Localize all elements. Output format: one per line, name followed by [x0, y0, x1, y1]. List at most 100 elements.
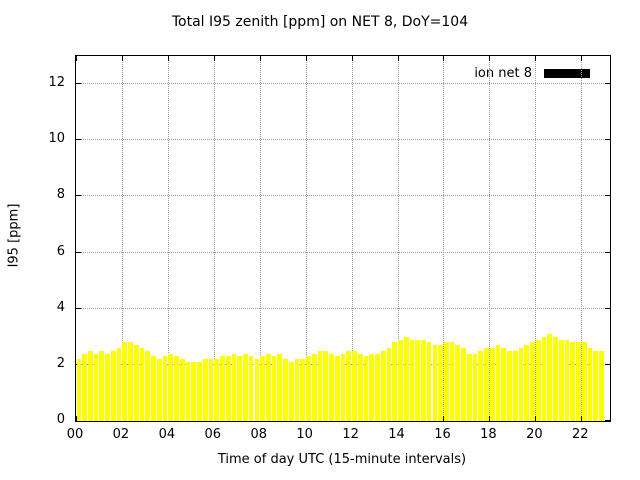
bar — [76, 359, 82, 421]
bar — [432, 345, 438, 421]
horizontal-gridline — [76, 307, 610, 309]
bar — [185, 362, 191, 421]
vertical-gridline — [213, 56, 215, 421]
y-tick-mark — [605, 363, 610, 365]
bar — [317, 350, 323, 421]
x-tick-mark — [397, 56, 399, 61]
vertical-gridline — [167, 56, 169, 421]
bar — [357, 353, 363, 421]
vertical-gridline — [581, 56, 583, 421]
bar — [484, 348, 489, 421]
bar — [110, 350, 116, 421]
bar — [329, 353, 334, 421]
bar — [375, 353, 380, 421]
bar — [271, 356, 277, 421]
bar — [265, 353, 271, 421]
y-tick-mark — [605, 195, 610, 197]
x-tick-label: 00 — [66, 427, 84, 442]
bar — [237, 356, 242, 421]
bar — [214, 359, 220, 421]
bar — [202, 359, 208, 421]
bar — [541, 336, 547, 421]
vertical-gridline — [259, 56, 261, 421]
x-tick-label: 12 — [342, 427, 359, 442]
vertical-gridline — [535, 56, 537, 421]
bar — [248, 356, 254, 421]
vertical-gridline — [397, 56, 399, 421]
bar — [421, 339, 426, 421]
bar — [300, 359, 306, 421]
bar — [587, 348, 593, 421]
bar — [208, 359, 214, 421]
bar — [581, 342, 587, 421]
bar — [174, 356, 179, 421]
y-tick-label: 0 — [56, 412, 65, 427]
y-tick-label: 10 — [48, 131, 65, 147]
y-tick-mark — [76, 195, 81, 197]
bar — [530, 342, 535, 421]
bar — [599, 350, 604, 421]
bar — [243, 353, 248, 421]
bar — [254, 359, 260, 421]
bar — [501, 348, 507, 421]
y-tick-mark — [76, 251, 81, 253]
bar — [220, 356, 225, 421]
bar — [306, 356, 311, 421]
bar — [151, 356, 156, 421]
vertical-gridline — [443, 56, 445, 421]
bar — [179, 359, 185, 421]
bar — [116, 348, 122, 421]
bar — [455, 345, 461, 421]
bar — [403, 336, 409, 421]
bar — [105, 353, 110, 421]
x-tick-mark — [305, 56, 307, 61]
bar — [415, 339, 420, 421]
x-tick-mark — [535, 56, 537, 61]
legend-swatch — [544, 69, 590, 78]
y-tick-label: 2 — [56, 355, 65, 371]
bar — [576, 342, 581, 421]
y-tick-mark — [605, 139, 610, 141]
bar — [507, 350, 512, 421]
y-tick-label: 4 — [56, 299, 65, 315]
bar — [564, 339, 570, 421]
bar — [518, 348, 524, 421]
bar — [133, 345, 139, 421]
bar — [346, 350, 352, 421]
bar — [191, 362, 197, 421]
x-tick-mark — [121, 56, 123, 61]
x-tick-mark — [213, 56, 215, 61]
bar — [122, 342, 128, 421]
x-tick-mark — [443, 56, 445, 61]
x-tick-label: 10 — [296, 427, 313, 442]
legend: ion net 8 — [474, 66, 590, 81]
y-tick-mark — [76, 83, 81, 85]
bar — [438, 345, 443, 421]
y-tick-mark — [76, 139, 81, 141]
bar — [547, 333, 553, 421]
x-tick-label: 04 — [158, 427, 176, 442]
x-tick-mark — [581, 56, 583, 61]
y-tick-mark — [605, 251, 610, 253]
bar — [323, 350, 329, 421]
bar — [593, 350, 598, 421]
legend-label: ion net 8 — [474, 66, 532, 81]
x-tick-label: 08 — [250, 427, 267, 442]
bar — [352, 350, 357, 421]
x-tick-label: 06 — [204, 427, 222, 442]
bar — [197, 362, 202, 421]
bar — [145, 350, 151, 421]
bar — [386, 348, 392, 421]
bar — [558, 339, 564, 421]
bar — [512, 350, 518, 421]
x-tick-label: 22 — [572, 427, 589, 442]
bar — [426, 342, 432, 421]
bar — [466, 353, 472, 421]
bar — [495, 345, 501, 421]
bar — [398, 339, 403, 421]
x-tick-label: 18 — [480, 427, 497, 442]
horizontal-gridline — [76, 251, 610, 253]
bar — [294, 359, 300, 421]
bar — [260, 356, 265, 421]
